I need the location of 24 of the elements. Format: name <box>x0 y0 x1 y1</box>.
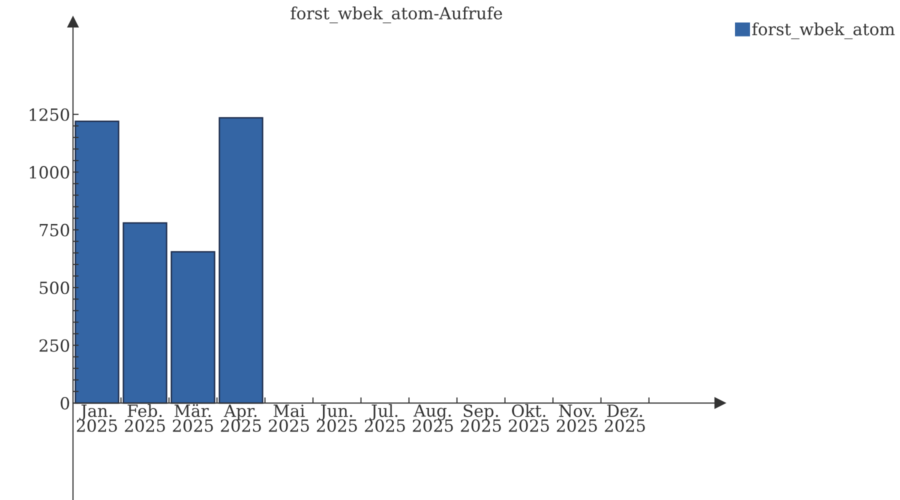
y-tick-label: 0 <box>60 396 70 410</box>
x-tick-label: Nov. 2025 <box>556 404 597 432</box>
bar <box>74 120 120 404</box>
y-tick-label: 1000 <box>30 166 70 179</box>
x-tick-label: Jan. 2025 <box>76 404 117 432</box>
bar <box>170 251 216 404</box>
y-tick-label: 750 <box>40 224 70 236</box>
x-tick-label: Jun. 2025 <box>316 404 357 432</box>
y-tick-label: 1250 <box>30 108 70 121</box>
x-tick-label: Apr. 2025 <box>220 404 261 432</box>
y-tick-label: 500 <box>40 282 70 294</box>
y-tick-label: 250 <box>40 339 70 352</box>
x-tick-label: Mär. 2025 <box>172 404 213 432</box>
x-tick-label: Feb. 2025 <box>124 404 165 432</box>
x-tick-label: Sep. 2025 <box>460 404 501 432</box>
x-tick-label: Aug. 2025 <box>412 404 453 432</box>
bar <box>218 117 264 404</box>
x-tick-label: Jul. 2025 <box>364 404 405 432</box>
legend-label: forst_wbek_atom <box>752 22 895 40</box>
chart-title: forst_wbek_atom-Aufrufe <box>290 6 502 24</box>
x-tick-label: Mai 2025 <box>268 404 309 432</box>
x-tick-label: Okt. 2025 <box>508 404 549 432</box>
x-tick-label: Dez. 2025 <box>604 404 645 432</box>
bar <box>122 222 168 404</box>
